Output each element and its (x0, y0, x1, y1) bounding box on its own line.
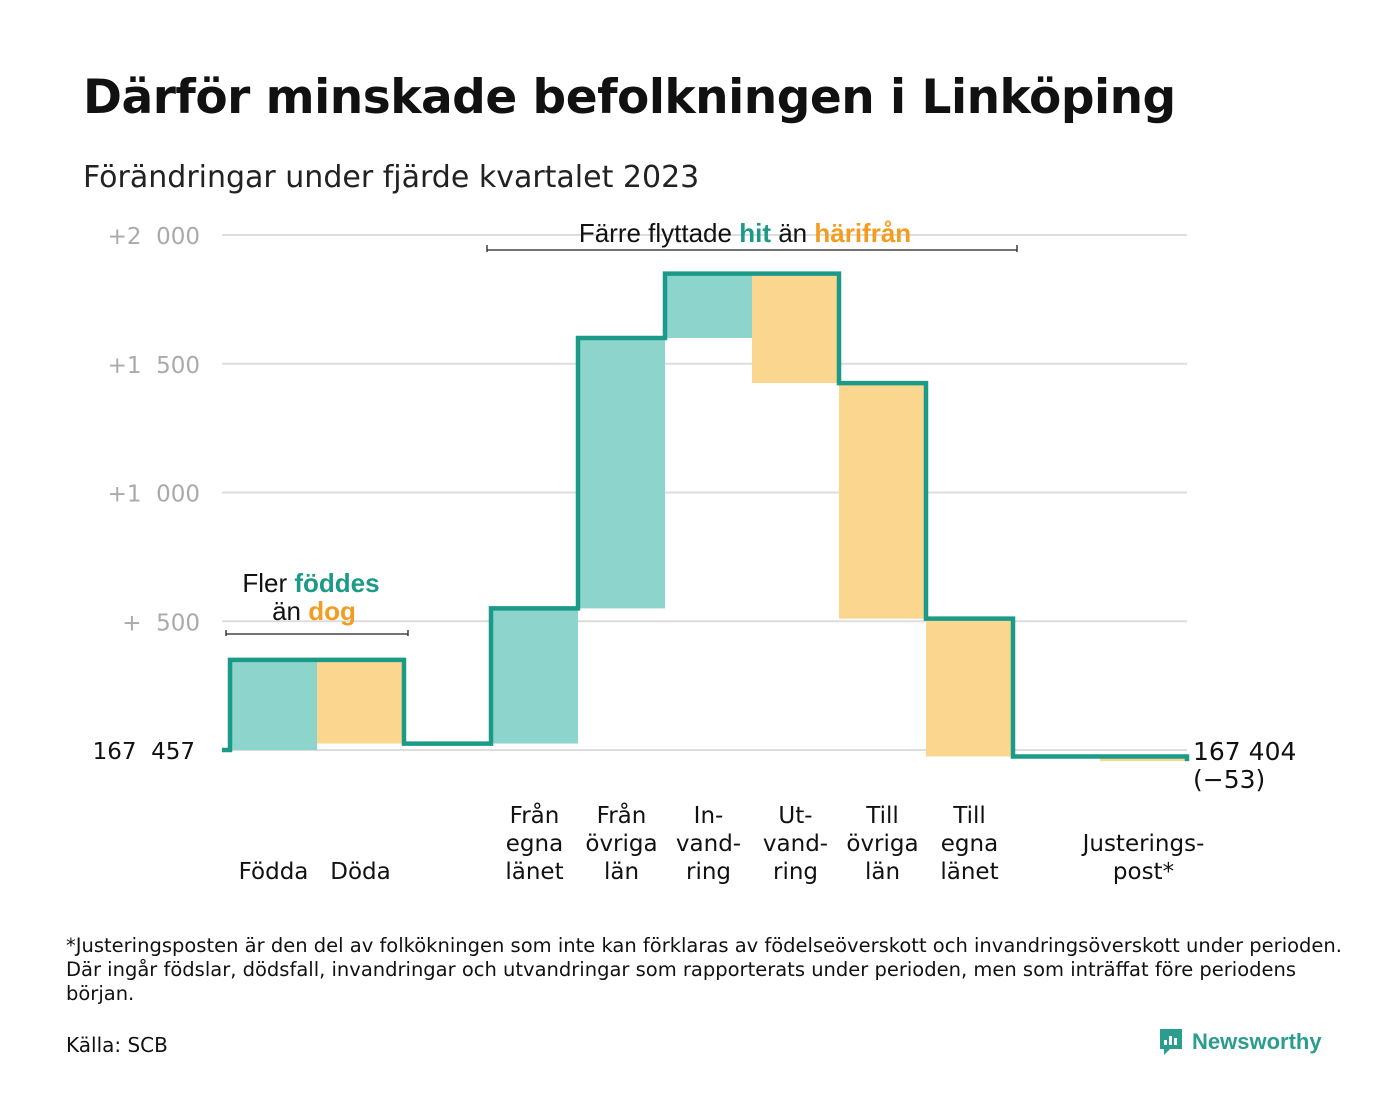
bar-inflow (230, 659, 317, 750)
bar-outflow (1100, 756, 1187, 762)
x-axis-label: In- (694, 803, 724, 829)
x-axis-label: Döda (330, 859, 390, 885)
y-tick-label: + 500 (122, 610, 200, 636)
annotation-birth-prefix-2: än (272, 596, 308, 626)
annotation-migration-prefix: Färre flyttade (579, 218, 732, 248)
x-axis-label: Till (865, 803, 899, 829)
grid-lines (222, 234, 1187, 751)
bar-outflow (839, 383, 926, 619)
x-axis-label: post* (1113, 859, 1174, 885)
annotations: Fler föddes än dog Färre flyttade hit än… (225, 218, 1296, 794)
step-line-group (222, 271, 1190, 762)
annotation-migration-highlight-here: hit (739, 218, 771, 248)
x-axis-label: övriga (846, 831, 918, 857)
x-axis-label: Från (510, 801, 560, 829)
annotation-migration: Färre flyttade hit än härifrån (579, 218, 911, 248)
x-axis-label: ring (773, 859, 818, 885)
waterfall-chart: 167 457 + 500 +1 000 +1 500 +2 000 Födda Döda… (93, 218, 1297, 885)
x-axis-label: egna (506, 831, 563, 857)
chart-subtitle: Förändringar under fjärde kvartalet 2023 (83, 160, 700, 195)
x-axis-label: ring (686, 859, 731, 885)
annotation-birth-prefix: Fler (242, 568, 294, 598)
x-axis-label: vand- (763, 831, 828, 857)
x-axis-label: övriga (585, 831, 657, 857)
bar-outflow (926, 618, 1013, 757)
bars (230, 273, 1187, 762)
bar-inflow (491, 608, 578, 744)
x-axis-label: Justerings- (1081, 831, 1205, 857)
x-axis-labels: Födda DödaFrånegnalänetFrånövrigalänIn-va… (239, 801, 1205, 885)
x-axis-label: vand- (676, 831, 741, 857)
annotation-migration-highlight-away: härifrån (814, 218, 911, 248)
annotation-migration-middle: än (778, 218, 807, 248)
y-tick-label: +2 000 (108, 224, 200, 250)
annotation-birth-line1: Fler föddes (242, 568, 379, 598)
y-tick-label: +1 000 (108, 482, 200, 508)
newsworthy-logo-icon (1160, 1029, 1182, 1055)
chart-title: Därför minskade befolkningen i Linköping (83, 70, 1176, 125)
annotation-birth-bracket (225, 630, 409, 636)
bar-outflow (752, 273, 839, 384)
x-axis-label: egna (941, 831, 998, 857)
x-axis-label: län (604, 859, 639, 885)
x-axis-label: län (865, 859, 900, 885)
annotation-migration-bracket (486, 245, 1018, 252)
x-axis-label: Ut- (778, 803, 812, 829)
y-axis-ticks: 167 457 + 500 +1 000 +1 500 +2 000 (93, 224, 200, 765)
y-tick-label: +1 500 (108, 353, 200, 379)
step-line (222, 271, 1190, 762)
bar-outflow (317, 659, 404, 744)
footnote: *Justeringsposten är den del av folkökni… (66, 934, 1342, 1005)
bar-inflow (578, 338, 665, 609)
net-change-label: (−53) (1193, 765, 1265, 794)
brand-name: Newsworthy (1192, 1029, 1322, 1054)
annotation-birth-highlight-died: dog (308, 596, 356, 626)
x-axis-label: Från (597, 801, 647, 829)
end-value-label: 167 404 (1193, 737, 1296, 766)
x-axis-label: länet (940, 859, 998, 885)
x-axis-label: Till (952, 803, 986, 829)
source-label: Källa: SCB (66, 1033, 168, 1057)
start-value-label: 167 457 (93, 739, 195, 765)
bar-inflow (665, 273, 752, 338)
annotation-birth-highlight-born: föddes (294, 568, 379, 598)
x-axis-label: Födda (239, 859, 309, 885)
brand-logo[interactable]: Newsworthy (1158, 1027, 1322, 1057)
annotation-birth-line2: än dog (272, 596, 356, 626)
x-axis-label: länet (505, 859, 563, 885)
